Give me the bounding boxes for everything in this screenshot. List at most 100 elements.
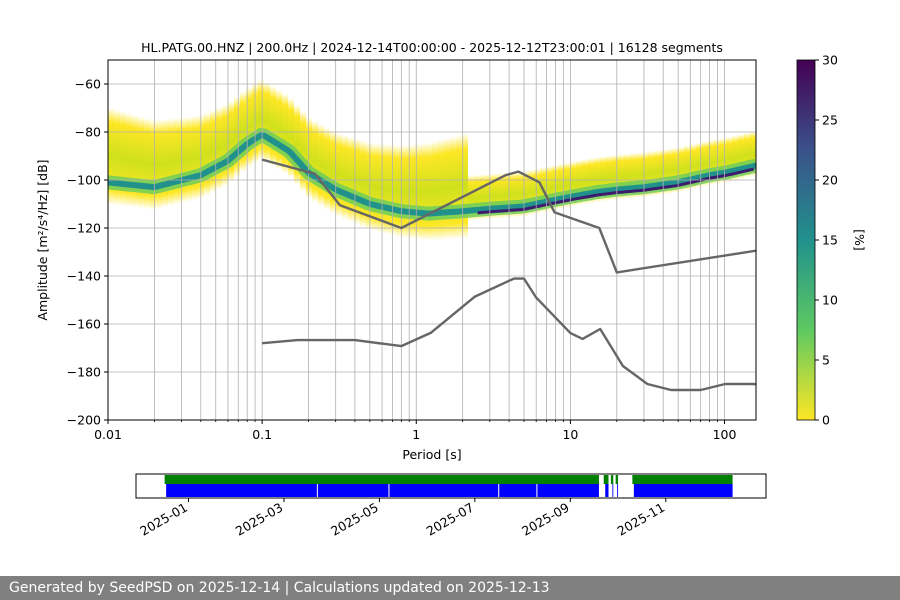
heatmap-column [588, 158, 594, 204]
heatmap-column [576, 160, 582, 206]
heatmap-column [180, 117, 186, 203]
heatmap-column [300, 111, 306, 192]
heatmap-column [624, 153, 630, 199]
heatmap-column [312, 120, 318, 202]
heatmap-column [318, 124, 324, 206]
timeline-tick-label: 2025-03 [233, 500, 286, 539]
timeline-ticks: 2025-01 2025-03 2025-05 2025-07 2025-09 2025-… [137, 498, 667, 539]
heatmap-column [282, 93, 288, 174]
heatmap-column [630, 153, 636, 199]
heatmap-column [642, 152, 648, 198]
heatmap-column [744, 132, 750, 178]
heatmap-column [360, 140, 366, 227]
heatmap-column [294, 104, 300, 185]
heatmap-column [174, 117, 180, 205]
heatmap-column [438, 139, 444, 240]
heatmap-column [462, 133, 468, 239]
heatmap-column [570, 161, 576, 207]
colorbar [796, 59, 816, 421]
colorbar-ticks: 0 5 10 15 20 25 30 [815, 53, 838, 428]
heatmap-column [162, 119, 168, 208]
x-tick-label: 10 [562, 427, 578, 442]
heatmap-column [750, 131, 756, 177]
heatmap-column [144, 117, 150, 209]
ppsd-mode-peak [477, 167, 754, 215]
heatmap-column [528, 169, 534, 215]
timeline-blue-segment [166, 484, 599, 497]
y-tick-label: −80 [75, 125, 101, 140]
timeline-tick-label: 2025-05 [328, 500, 381, 539]
heatmap-column [516, 171, 522, 217]
colorbar-tick-label: 25 [822, 113, 838, 128]
y-tick-label: −180 [67, 365, 101, 380]
colorbar-tick-label: 5 [822, 353, 830, 368]
heatmap-column [306, 117, 312, 199]
heatmap-column [612, 154, 618, 200]
heatmap-column [372, 143, 378, 232]
timeline-blue-segment [612, 484, 614, 497]
heatmap-column [222, 104, 228, 187]
heatmap-column [606, 155, 612, 201]
heatmap-column [600, 156, 606, 202]
heatmap-column [546, 166, 552, 212]
timeline-blue-segment [617, 484, 619, 497]
heatmap-column [186, 116, 192, 202]
data-availability-timeline [164, 475, 733, 497]
heatmap-column [534, 168, 540, 214]
heatmap-column [330, 130, 336, 214]
heatmap-column [288, 98, 294, 178]
timeline-tick-label: 2025-07 [424, 500, 477, 539]
heatmap-column [708, 139, 714, 185]
new-high-noise-model-line [261, 158, 756, 274]
colorbar-tick-label: 15 [822, 233, 838, 248]
heatmap-column [444, 137, 450, 240]
colorbar-label: [%] [852, 229, 867, 251]
footer-text: Generated by SeedPSD on 2025-12-14 | Cal… [0, 576, 900, 600]
heatmap-column [582, 159, 588, 205]
heatmap-column [408, 144, 414, 239]
noise-models [261, 158, 756, 392]
heatmap-column [480, 174, 486, 220]
heatmap-column [234, 96, 240, 177]
timeline-tick-label: 2025-11 [615, 500, 668, 539]
heatmap-column [648, 151, 654, 197]
heatmap-column [192, 115, 198, 200]
heatmap-column [336, 133, 342, 217]
colorbar-tick-label: 30 [822, 53, 838, 68]
timeline-green-segment [610, 475, 614, 484]
heatmap-column [432, 140, 438, 241]
chart-title: HL.PATG.00.HNZ | 200.0Hz | 2024-12-14T00… [141, 40, 723, 55]
heatmap-column [564, 162, 570, 208]
heatmap-column [684, 145, 690, 191]
heatmap-column [522, 171, 528, 217]
heatmap-column [504, 172, 510, 218]
timeline-green-segment [164, 475, 599, 484]
heatmap-column [486, 173, 492, 219]
heatmap-column [204, 112, 210, 196]
heatmap-column [666, 148, 672, 194]
heatmap-column [474, 174, 480, 220]
x-ticks: 0.01 0.1 1 10 100 [94, 420, 737, 442]
heatmap-column [720, 138, 726, 184]
heatmap-column [618, 154, 624, 200]
plot-frame [107, 59, 757, 421]
ppsd-heatmap [108, 79, 756, 241]
y-tick-label: −100 [67, 173, 101, 188]
heatmap-column [558, 163, 564, 209]
heatmap-column [210, 109, 216, 193]
heatmap-column [168, 118, 174, 206]
colorbar-tick-label: 0 [822, 413, 830, 428]
heatmap-column [342, 135, 348, 220]
heatmap-column [324, 127, 330, 210]
ppsd-chart: HL.PATG.00.HNZ | 200.0Hz | 2024-12-14T00… [35, 40, 867, 539]
heatmap-column [468, 175, 474, 221]
heatmap-column [258, 79, 264, 160]
heatmap-column [114, 109, 120, 206]
heatmap-column [456, 134, 462, 239]
heatmap-column [270, 86, 276, 166]
y-tick-label: −120 [67, 221, 101, 236]
heatmap-column [138, 116, 144, 209]
heatmap-column [552, 164, 558, 210]
timeline-tick-label: 2025-01 [137, 500, 190, 539]
x-axis-label: Period [s] [402, 447, 461, 462]
